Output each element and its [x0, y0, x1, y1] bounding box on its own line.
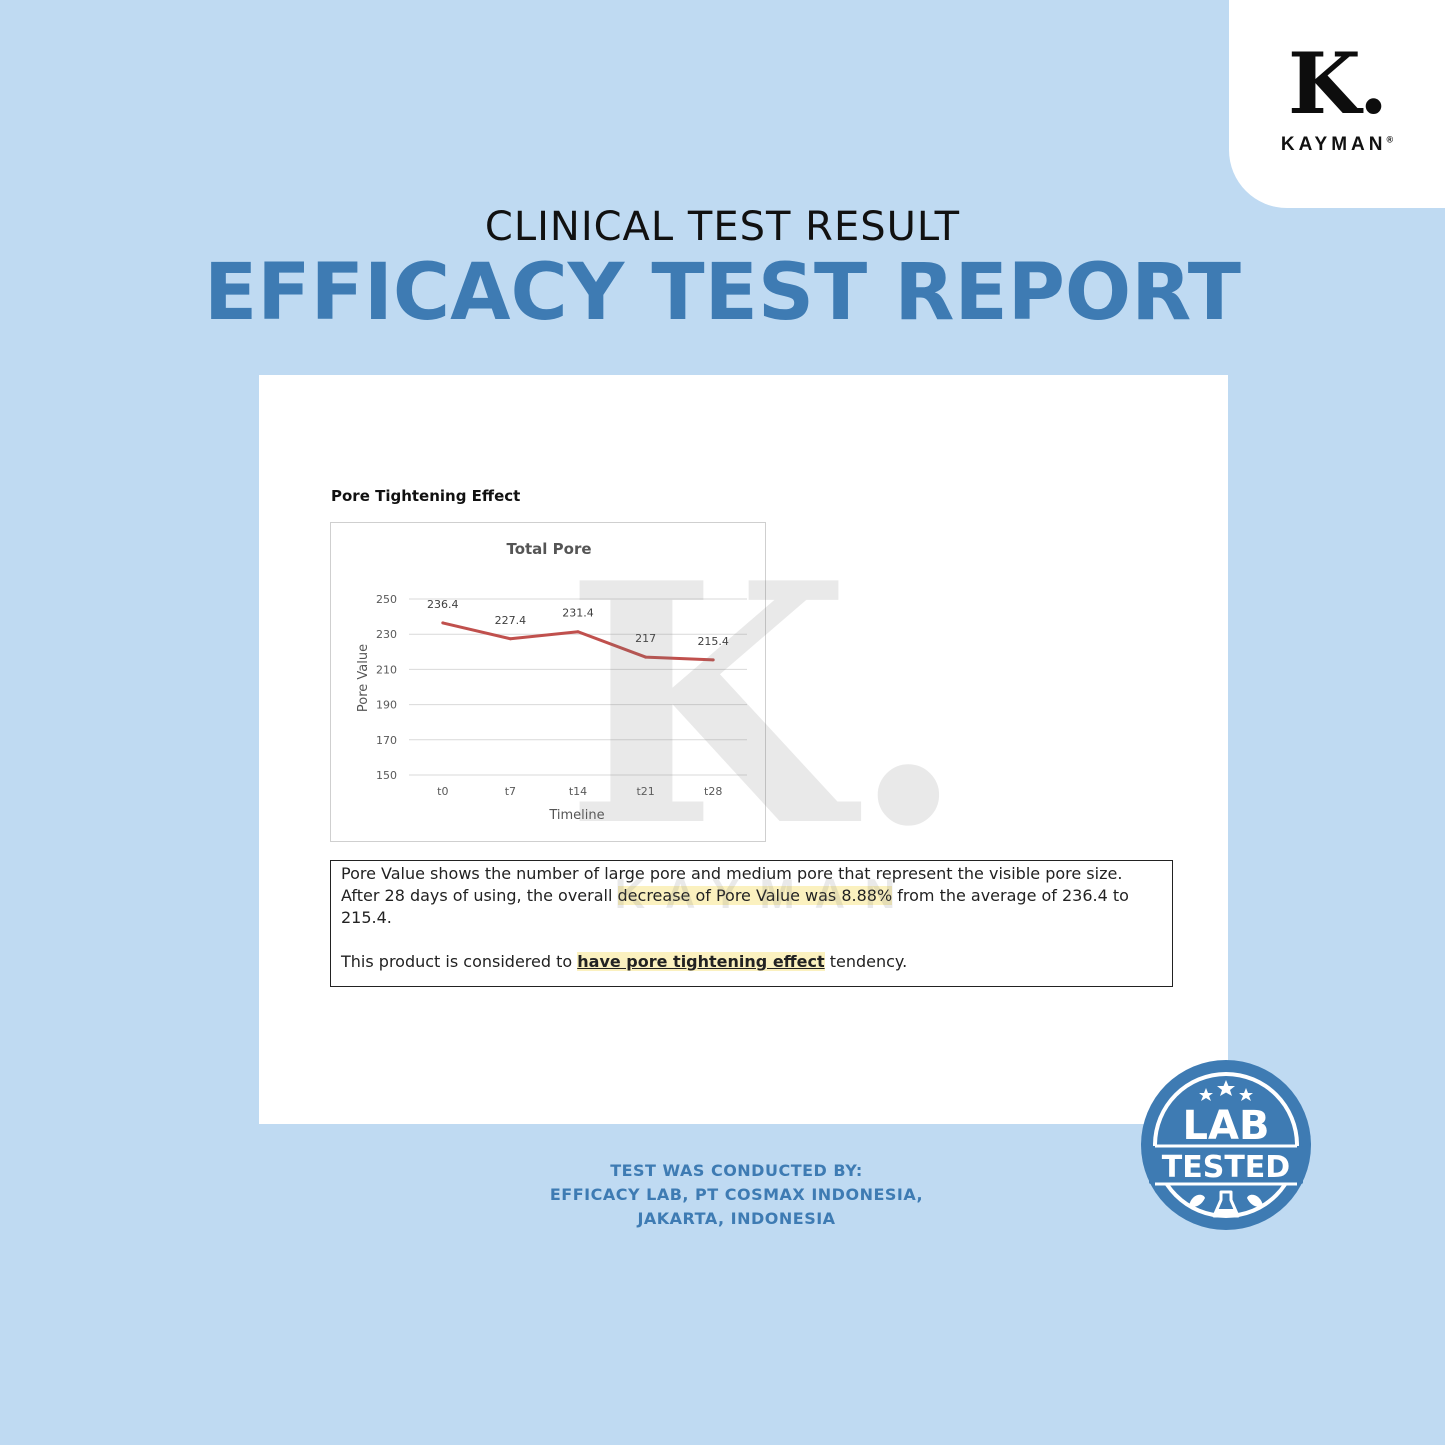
badge-text-lab: LAB	[1183, 1103, 1270, 1149]
brand-name: KAYMAN	[1280, 134, 1387, 155]
report-document: Pore Tightening Effect Total Pore 150 170…	[259, 375, 1228, 1124]
badge-text-tested: TESTED	[1162, 1150, 1290, 1185]
registered-mark: ®	[1386, 134, 1394, 145]
x-tick-label: t7	[505, 785, 516, 798]
data-point	[576, 630, 580, 634]
chart-y-ticks: 150 170 190 210 230 250	[376, 593, 397, 782]
note-text: from the average of 236.4 to 215.4.	[341, 886, 1129, 927]
lab-tested-badge: LAB TESTED	[1141, 1060, 1311, 1230]
x-tick-label: t21	[636, 785, 654, 798]
x-axis-title: Timeline	[548, 808, 604, 823]
note-paragraph-2: This product is considered to have pore …	[341, 951, 1162, 973]
page-subtitle: CLINICAL TEST RESULT	[484, 204, 961, 250]
credit-line-2: EFFICACY LAB, PT COSMAX INDONESIA,	[549, 1185, 924, 1204]
badge-stars-icon	[1199, 1080, 1253, 1101]
page-title: EFFICACY TEST REPORT	[204, 248, 1241, 338]
credit-line-1: TEST WAS CONDUCTED BY:	[610, 1161, 863, 1180]
chart-gridlines	[409, 598, 747, 776]
y-tick-label: 250	[376, 593, 397, 606]
badge-banner	[1149, 1146, 1303, 1184]
chart-x-ticks: t0 t7 t14 t21 t28	[437, 785, 722, 798]
y-tick-label: 230	[376, 628, 397, 641]
y-tick-label: 150	[376, 769, 397, 782]
chart-series	[441, 621, 715, 662]
badge-leaf-icons	[1189, 1194, 1263, 1207]
brand-logo-panel: K. KAYMAN®	[1229, 0, 1445, 208]
y-tick-label: 170	[376, 734, 397, 747]
data-label: 236.4	[427, 598, 459, 611]
data-label: 227.4	[495, 614, 527, 627]
note-highlight-decrease: decrease of Pore Value was 8.88%	[617, 886, 893, 905]
note-text: tendency.	[824, 952, 908, 971]
chart-title: Total Pore	[506, 540, 591, 558]
test-credit: TEST WAS CONDUCTED BY: EFFICACY LAB, PT …	[0, 1159, 1445, 1231]
note-text: This product is considered to	[341, 952, 578, 971]
data-point	[441, 621, 445, 625]
chart-data-labels: 236.4 227.4 231.4 217 215.4	[427, 598, 729, 648]
lab-flask-icon	[1212, 1190, 1240, 1218]
brand-logo-letter: K.	[1287, 34, 1388, 133]
data-point	[508, 637, 512, 641]
data-label: 217	[635, 632, 656, 645]
chart-frame: Total Pore 150 170 190 210 230 250 t0 t7 t14 t21…	[330, 522, 766, 842]
data-point	[711, 658, 715, 662]
note-highlight-effect: have pore tightening effect	[577, 952, 825, 971]
total-pore-chart: Total Pore 150 170 190 210 230 250 t0 t7 t14 t21…	[356, 540, 747, 823]
series-line	[442, 621, 714, 662]
note-text: Pore Value shows the number of large por…	[341, 864, 1123, 905]
x-tick-label: t28	[704, 785, 722, 798]
note-paragraph-1: Pore Value shows the number of large por…	[341, 863, 1162, 929]
section-title: Pore Tightening Effect	[331, 487, 521, 505]
data-label: 215.4	[697, 635, 729, 648]
y-tick-label: 190	[376, 699, 397, 712]
credit-line-3: JAKARTA, INDONESIA	[637, 1209, 836, 1228]
x-tick-label: t0	[437, 785, 448, 798]
data-point	[644, 655, 648, 659]
y-tick-label: 210	[376, 663, 397, 676]
x-tick-label: t14	[569, 785, 587, 798]
data-label: 231.4	[562, 607, 594, 620]
result-note: Pore Value shows the number of large por…	[330, 860, 1173, 987]
y-axis-title: Pore Value	[356, 644, 371, 712]
brand-logo-wordmark: KAYMAN®	[1229, 134, 1445, 156]
